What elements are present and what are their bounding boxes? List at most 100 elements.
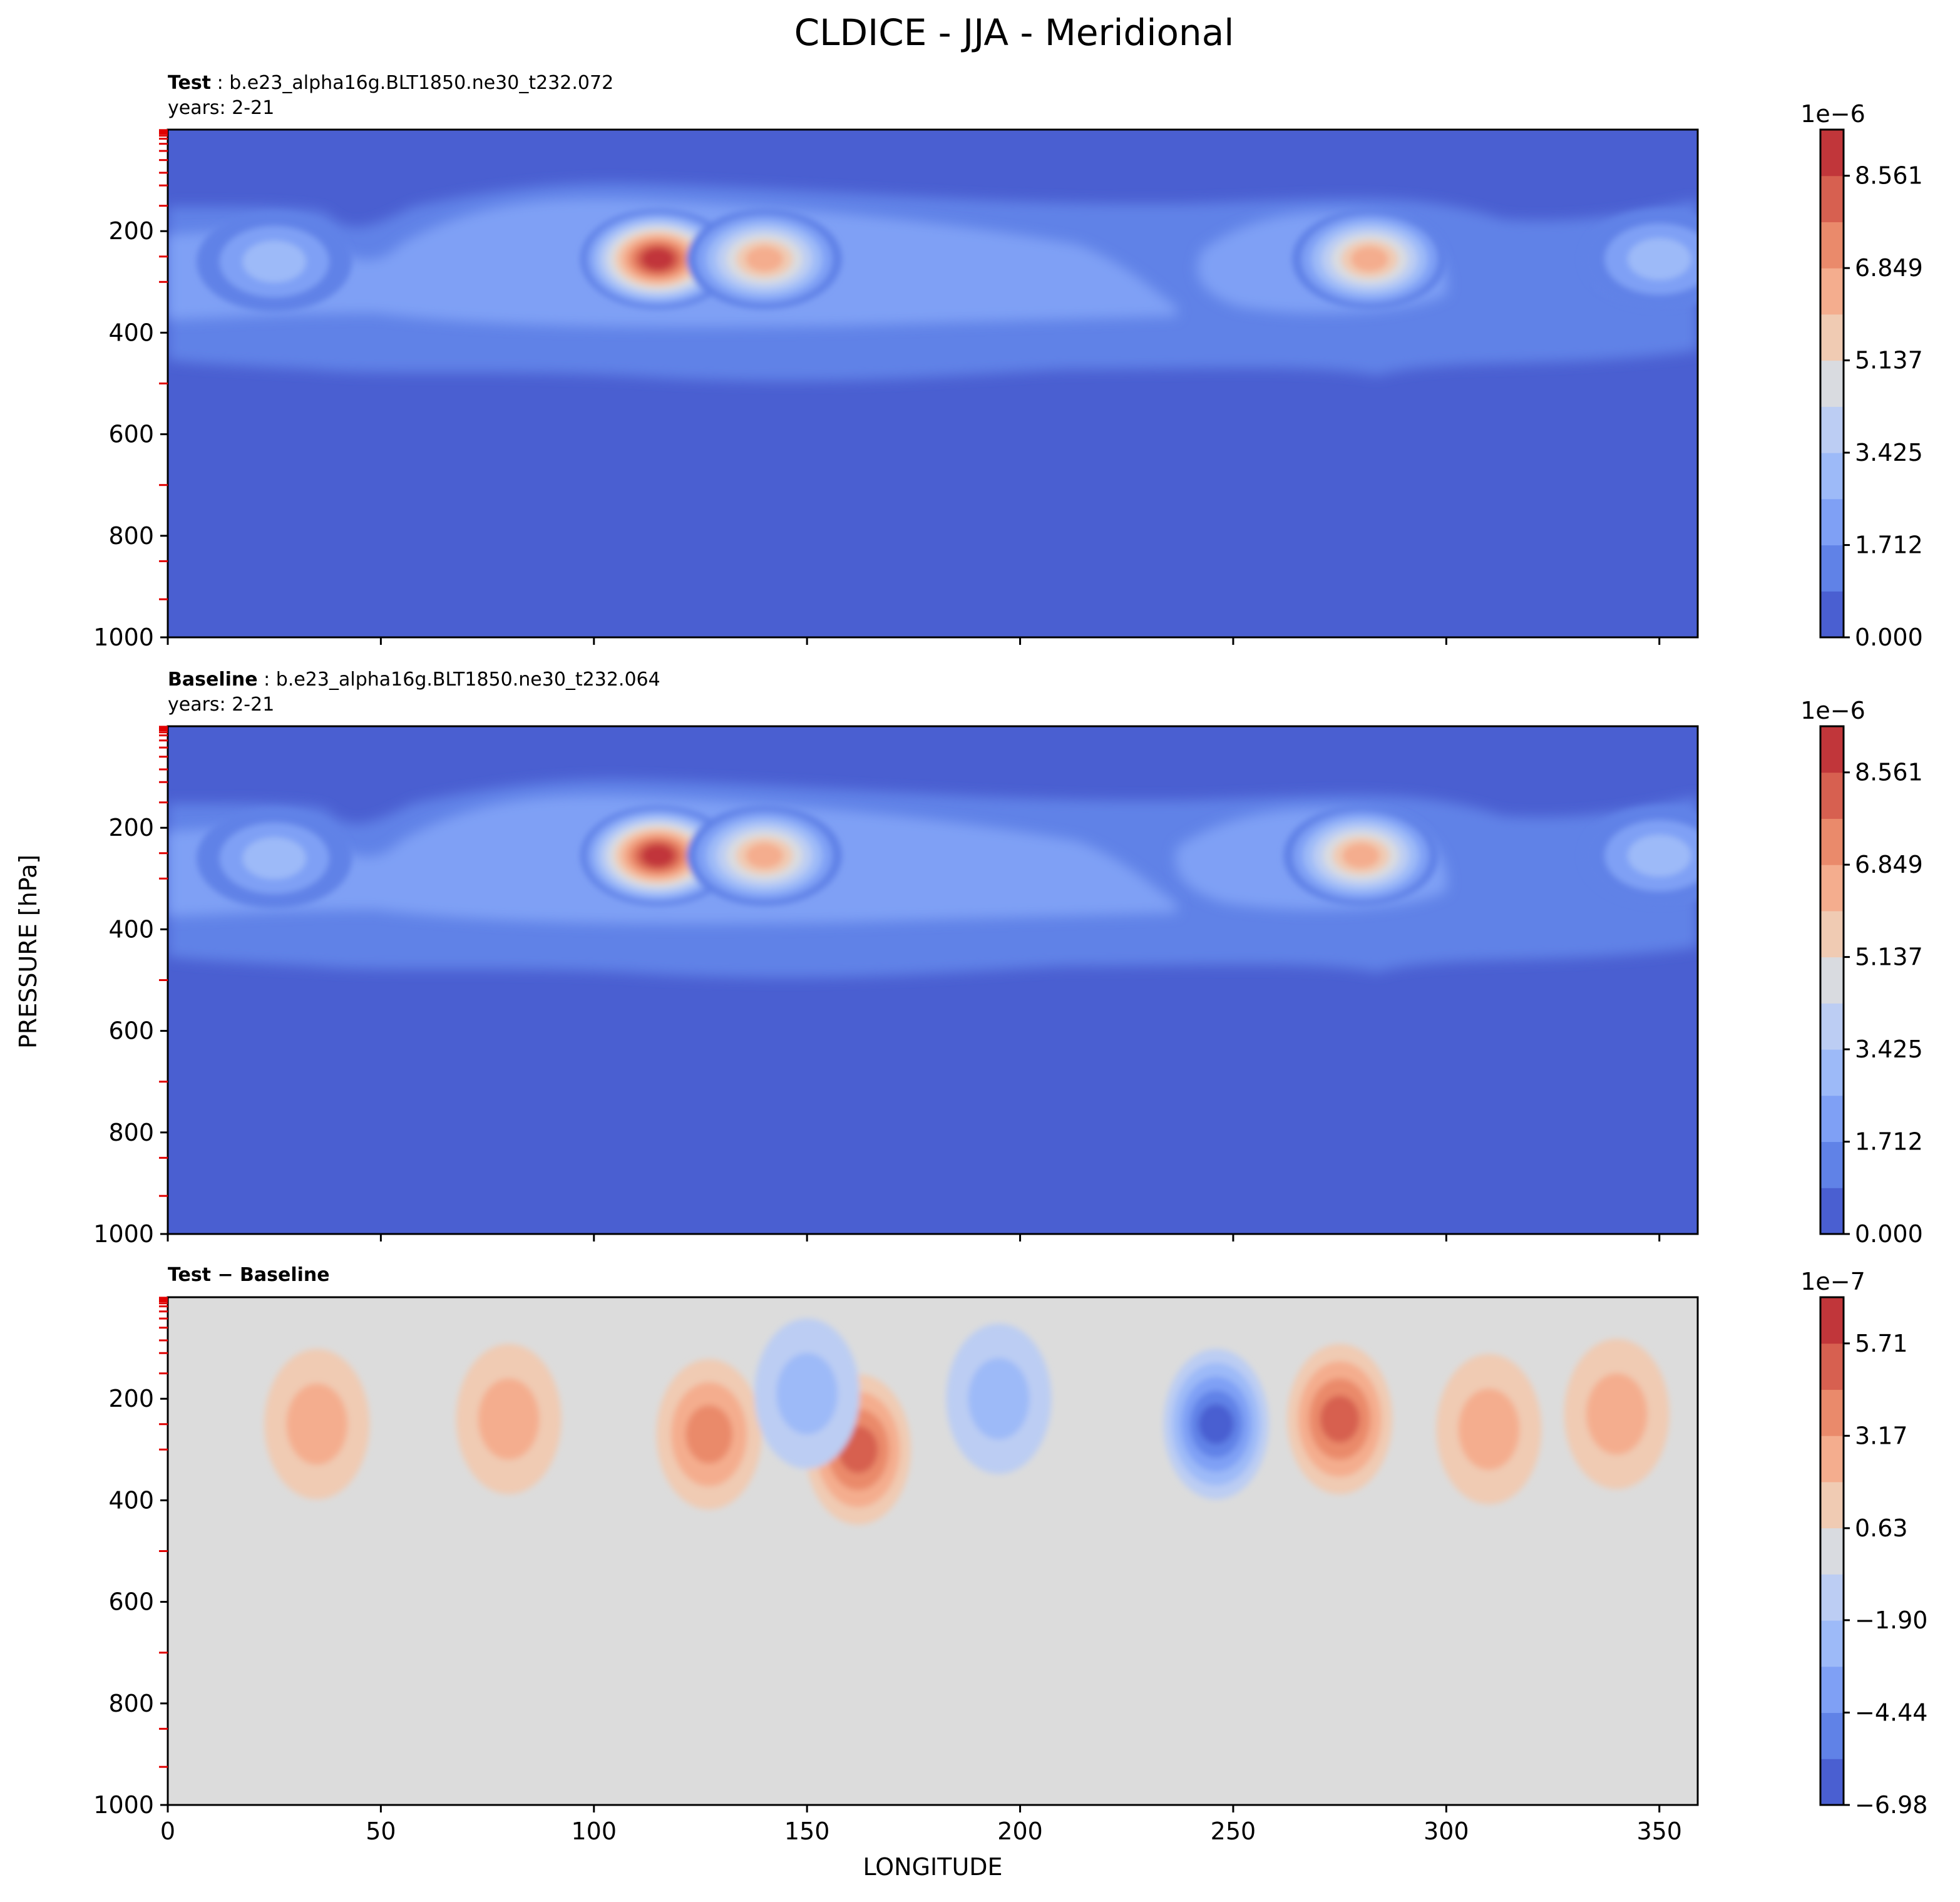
panel-test-features xyxy=(197,208,1698,312)
y-tick-label: 600 xyxy=(108,421,154,448)
colorbar-segment xyxy=(1820,1297,1844,1344)
panel-baseline-label-rest: : b.e23_alpha16g.BLT1850.ne30_t232.064 xyxy=(258,669,660,691)
x-axis-label: LONGITUDE xyxy=(863,1853,1002,1881)
colorbar-segment xyxy=(1820,268,1844,315)
colorbar-frame xyxy=(1819,725,1845,1235)
colorbar-segment xyxy=(1820,591,1844,638)
y-tick-label: 400 xyxy=(108,915,154,943)
colorbar-segment xyxy=(1820,865,1844,912)
colorbar-segment xyxy=(1820,1343,1844,1390)
panel-baseline-axes: 200 400 600 800 1000 xyxy=(93,726,1661,1248)
colorbar-segment xyxy=(1820,453,1844,500)
contour-feature-3-level-3 xyxy=(242,837,306,880)
panel-diff-plot xyxy=(168,1297,1698,1805)
panel-test-colorbar: 1e−6 0.000 1.712 3.425 5.137 6.849 8.561 xyxy=(1800,100,1923,651)
y-tick-label: 400 xyxy=(108,319,154,346)
y-tick-label: 200 xyxy=(108,217,154,245)
colorbar-tick-label: 3.425 xyxy=(1855,439,1923,466)
x-tick-label: 0 xyxy=(160,1817,175,1845)
figure-title: CLDICE - JJA - Meridional xyxy=(794,11,1234,54)
colorbar-segment xyxy=(1820,1574,1844,1621)
panel-test-plot xyxy=(168,130,1698,637)
panel-test: Test : b.e23_alpha16g.BLT1850.ne30_t232.… xyxy=(93,72,1923,651)
colorbar-segment xyxy=(1820,818,1844,865)
contour-feature-1-level-2 xyxy=(478,1378,540,1460)
panel-diff-header: Test − Baseline xyxy=(168,1264,330,1286)
panel-test-years: years: 2-21 xyxy=(168,97,274,119)
colorbar-segment xyxy=(1820,406,1844,453)
colorbar-segment xyxy=(1820,545,1844,592)
contour-feature-1-level-7 xyxy=(746,843,783,868)
colorbar-segment xyxy=(1820,772,1844,819)
contour-feature-2-level-3 xyxy=(685,1405,732,1464)
contour-feature-7-level-4 xyxy=(1320,1396,1360,1443)
colorbar-segment xyxy=(1820,175,1844,222)
panel-diff: Test − Baseline 0 50 100 150 200 250 300 350 200… xyxy=(93,1264,1927,1845)
colorbar-segment xyxy=(1820,1528,1844,1575)
colorbar-tick-label: 6.849 xyxy=(1855,851,1923,878)
y-tick-label: 600 xyxy=(108,1017,154,1045)
colorbar-tick-label: 1.712 xyxy=(1855,532,1923,559)
colorbar-tick-label: 1.712 xyxy=(1855,1128,1923,1156)
panel-diff-colorbar: 1e−7 −6.98 −4.44 −1.90 0.63 3.17 5.71 xyxy=(1800,1268,1927,1819)
colorbar-segment xyxy=(1820,222,1844,269)
panel-baseline-label-bold: Baseline xyxy=(168,669,258,691)
contour-feature-9-level-2 xyxy=(1586,1373,1648,1455)
panel-baseline-plot xyxy=(168,726,1698,1234)
colorbar-segment xyxy=(1820,910,1844,958)
colorbar-segment xyxy=(1820,314,1844,361)
panel-baseline-colorbar: 1e−6 0.000 1.712 3.425 5.137 6.849 8.561 xyxy=(1800,697,1923,1248)
y-tick-label: 1000 xyxy=(93,1791,154,1819)
contour-feature-1-level-7 xyxy=(746,246,783,272)
contour-feature-2-level-7 xyxy=(1351,246,1388,272)
panel-baseline-header: Baseline : b.e23_alpha16g.BLT1850.ne30_t… xyxy=(168,669,660,691)
colorbar-exponent: 1e−6 xyxy=(1800,697,1865,724)
colorbar-segment xyxy=(1820,360,1844,407)
panel-baseline: Baseline : b.e23_alpha16g.BLT1850.ne30_t… xyxy=(93,669,1923,1248)
colorbar-segment xyxy=(1820,130,1844,177)
colorbar-segment xyxy=(1820,1049,1844,1096)
y-tick-label: 800 xyxy=(108,1119,154,1146)
colorbar-segment xyxy=(1820,1003,1844,1050)
y-tick-label: 600 xyxy=(108,1588,154,1616)
y-tick-label: 800 xyxy=(108,1690,154,1717)
colorbar-segment xyxy=(1820,1188,1844,1235)
colorbar-segment xyxy=(1820,1620,1844,1667)
colorbar-frame xyxy=(1819,1296,1845,1806)
colorbar-tick-label: 5.137 xyxy=(1855,943,1923,971)
colorbar-segment xyxy=(1820,1712,1844,1759)
colorbar-segment xyxy=(1820,1095,1844,1143)
panel-baseline-years: years: 2-21 xyxy=(168,694,274,716)
colorbar-exponent: 1e−6 xyxy=(1800,100,1865,128)
colorbar-exponent: 1e−7 xyxy=(1800,1268,1865,1295)
panel-baseline-features xyxy=(197,805,1698,908)
colorbar-tick-label: 3.425 xyxy=(1855,1036,1923,1063)
x-tick-label: 50 xyxy=(366,1817,396,1845)
contour-feature-0-level-2 xyxy=(286,1383,348,1465)
colorbar-segment xyxy=(1820,1666,1844,1714)
x-tick-label: 350 xyxy=(1636,1817,1682,1845)
x-tick-label: 100 xyxy=(572,1817,617,1845)
colorbar-tick-label: 5.137 xyxy=(1855,347,1923,374)
contour-feature-8-level-2 xyxy=(1458,1388,1520,1470)
colorbar-tick-label: 8.561 xyxy=(1855,162,1923,190)
colorbar-tick-label: −4.44 xyxy=(1855,1699,1927,1726)
colorbar-tick-label: −1.90 xyxy=(1855,1606,1927,1634)
contour-feature-4-level-3 xyxy=(1628,238,1691,280)
colorbar-segment xyxy=(1820,1436,1844,1483)
colorbar-tick-label: 6.849 xyxy=(1855,254,1923,282)
colorbar-tick-label: 5.71 xyxy=(1855,1330,1908,1357)
colorbar-segment xyxy=(1820,498,1844,546)
colorbar-tick-label: 3.17 xyxy=(1855,1422,1908,1449)
contour-feature-2-level-7 xyxy=(1342,843,1380,868)
y-tick-label: 400 xyxy=(108,1486,154,1514)
x-tick-label: 300 xyxy=(1424,1817,1469,1845)
x-tick-label: 150 xyxy=(784,1817,830,1845)
y-tick-label: 200 xyxy=(108,814,154,841)
panel-diff-axes: 0 50 100 150 200 250 300 350 200 400 600 800 1000 xyxy=(93,1297,1682,1845)
y-tick-label: 1000 xyxy=(93,1220,154,1248)
x-tick-label: 250 xyxy=(1211,1817,1256,1845)
contour-feature-0-level-10 xyxy=(642,845,674,866)
colorbar-tick-label: 0.63 xyxy=(1855,1514,1908,1542)
